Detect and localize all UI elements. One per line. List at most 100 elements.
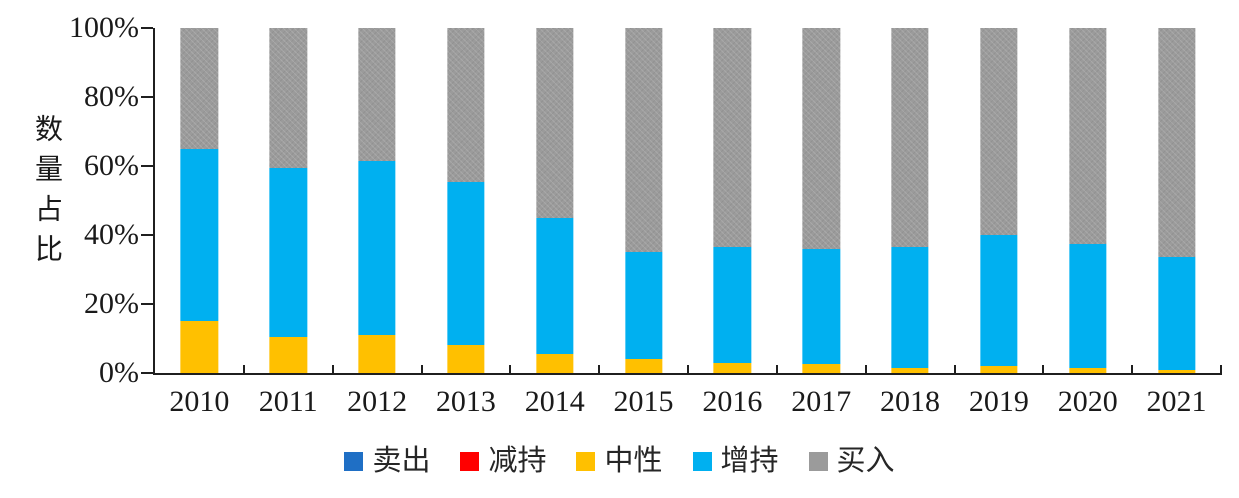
- stacked-bar-2020: [1069, 28, 1107, 373]
- legend-label: 买入: [836, 445, 895, 477]
- bar-segment-中性: [624, 359, 663, 373]
- bar-slot-2016: [688, 28, 777, 373]
- stacked-bar-2017: [802, 28, 840, 373]
- bar-segment-中性: [536, 354, 574, 373]
- y-axis-title: 数量占比: [31, 114, 62, 274]
- y-tick-label: 40%: [84, 218, 139, 251]
- bar-segment-中性: [891, 367, 929, 373]
- x-axis-tick: [953, 365, 956, 375]
- bar-segment-买入: [358, 28, 396, 161]
- bar-segment-买入: [1069, 28, 1107, 244]
- legend-label: 减持: [488, 445, 547, 477]
- x-axis-tick: [1042, 365, 1045, 375]
- bar-segment-买入: [447, 28, 485, 182]
- stacked-bar-2014: [536, 28, 574, 373]
- year-label: 2011: [258, 385, 318, 418]
- y-axis-tick: [141, 165, 153, 167]
- year-label: 2015: [613, 385, 674, 418]
- y-tick-label: 0%: [99, 356, 139, 389]
- legend-swatch-icon: [692, 452, 712, 471]
- bar-segment-增持: [980, 235, 1018, 367]
- year-label: 2018: [880, 385, 941, 418]
- bar-slot-2014: [510, 28, 599, 373]
- bar-segment-增持: [802, 248, 840, 365]
- year-label: 2017: [791, 385, 852, 418]
- y-axis-tick: [141, 303, 153, 305]
- y-axis-tick: [141, 96, 153, 98]
- bar-slot-2015: [599, 28, 688, 373]
- bar-segment-买入: [802, 28, 840, 249]
- bar-slot-2011: [244, 28, 333, 373]
- x-axis-tick: [775, 365, 778, 375]
- year-label: 2019: [968, 385, 1029, 418]
- legend-swatch-icon: [460, 452, 480, 471]
- bar-segment-中性: [447, 345, 485, 373]
- x-axis-tick: [1220, 365, 1222, 375]
- bar-slot-2013: [421, 28, 510, 373]
- bar-segment-中性: [802, 364, 840, 373]
- year-label: 2020: [1057, 385, 1118, 418]
- year-label: 2016: [702, 385, 763, 418]
- plot-area: 0% 20% 40% 60% 80% 100% 2010 2011 2012 2013 2014 2…: [69, 13, 1222, 418]
- x-axis-tick: [509, 365, 512, 375]
- stacked-bar-2013: [447, 28, 485, 373]
- bar-segment-买入: [269, 28, 307, 168]
- year-label: 2012: [347, 385, 408, 418]
- bars-container: [155, 28, 1221, 373]
- year-label: 2014: [524, 385, 585, 418]
- x-axis-tick: [598, 365, 601, 375]
- x-axis-tick: [687, 365, 689, 375]
- legend-item-卖出: 卖出: [344, 447, 430, 476]
- stacked-bar-2012: [358, 28, 396, 373]
- bar-slot-2021: [1132, 28, 1221, 373]
- y-tick-label: 80%: [84, 80, 139, 113]
- legend-item-中性: 中性: [576, 447, 663, 476]
- x-axis-tick: [420, 365, 423, 375]
- x-axis-tick: [242, 365, 245, 375]
- bar-segment-增持: [447, 181, 485, 346]
- stacked-bar-2021: [1157, 28, 1196, 373]
- bar-slot-2018: [866, 28, 955, 373]
- bar-segment-增持: [536, 217, 574, 355]
- bar-segment-买入: [713, 28, 752, 248]
- y-axis-tick: [141, 372, 153, 374]
- legend-swatch-icon: [808, 452, 828, 471]
- stacked-bar-2016: [713, 28, 752, 373]
- bar-segment-中性: [1069, 367, 1107, 373]
- bar-segment-中性: [358, 335, 396, 373]
- bar-segment-增持: [1069, 243, 1107, 368]
- bar-slot-2012: [333, 28, 422, 373]
- bar-segment-增持: [891, 247, 929, 368]
- bar-slot-2019: [954, 28, 1043, 373]
- bar-segment-买入: [624, 28, 663, 253]
- bar-segment-中性: [269, 336, 307, 373]
- bar-slot-2010: [155, 28, 244, 373]
- x-axis-tick: [864, 365, 867, 375]
- bar-segment-买入: [1157, 28, 1196, 258]
- bar-segment-中性: [713, 362, 752, 373]
- stacked-bar-2015: [624, 28, 663, 373]
- bar-segment-中性: [180, 321, 219, 373]
- bar-segment-增持: [624, 252, 663, 360]
- stacked-bar-2018: [891, 28, 929, 373]
- stacked-bar-2010: [180, 28, 219, 373]
- y-tick-label: 100%: [69, 11, 139, 44]
- x-axis-tick: [1131, 365, 1134, 375]
- y-tick-label: 60%: [84, 149, 139, 182]
- bar-segment-买入: [536, 28, 574, 218]
- x-axis-tick: [331, 365, 334, 375]
- bar-segment-中性: [980, 366, 1018, 373]
- x-axis-labels: 2010 2011 2012 2013 2014 2015 2016 2017 2018 2019…: [155, 385, 1221, 419]
- bar-segment-中性: [1157, 369, 1196, 373]
- legend-item-减持: 减持: [460, 447, 546, 476]
- stacked-bar-2019: [980, 28, 1018, 373]
- legend-item-增持: 增持: [692, 447, 779, 476]
- bar-segment-增持: [358, 160, 396, 336]
- bar-segment-增持: [1157, 257, 1196, 370]
- stacked-bar-2011: [269, 28, 307, 373]
- bar-segment-买入: [980, 28, 1018, 236]
- year-label: 2010: [169, 385, 230, 418]
- bar-segment-买入: [891, 28, 929, 248]
- year-label: 2021: [1146, 385, 1207, 418]
